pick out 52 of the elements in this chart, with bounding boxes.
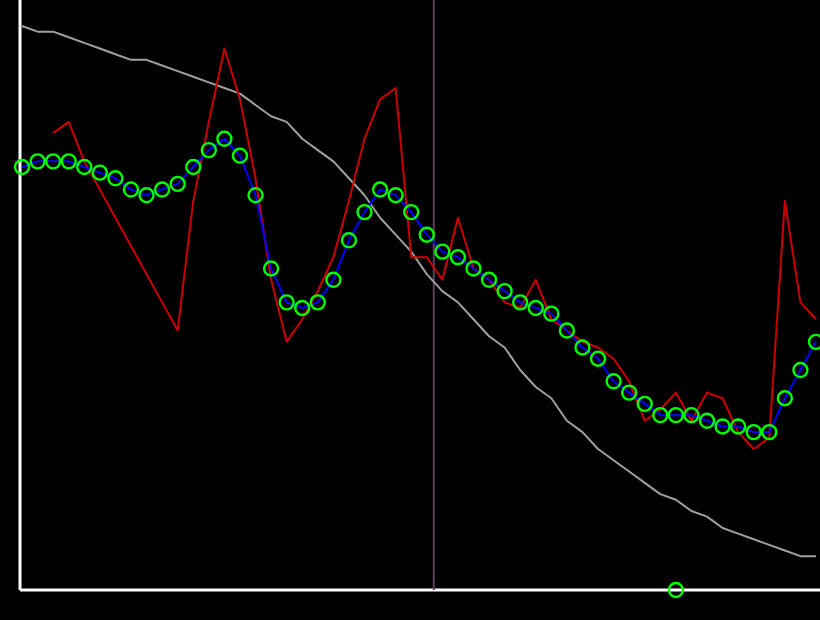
point	[729, 418, 747, 435]
point	[667, 581, 685, 599]
point	[247, 187, 264, 204]
point	[527, 299, 544, 317]
point	[496, 282, 513, 300]
point	[574, 339, 591, 356]
point	[745, 423, 762, 441]
point	[512, 294, 529, 311]
point	[44, 153, 62, 170]
point	[418, 226, 435, 243]
point	[792, 361, 809, 379]
point	[356, 203, 373, 221]
point	[76, 158, 93, 176]
point	[29, 153, 46, 170]
point	[138, 187, 155, 204]
point	[636, 395, 653, 413]
point	[465, 260, 482, 277]
point	[558, 322, 576, 339]
point	[683, 406, 700, 424]
point	[403, 203, 420, 221]
point	[620, 384, 638, 401]
point	[309, 294, 326, 311]
point	[714, 418, 731, 435]
point	[278, 294, 295, 311]
point	[262, 260, 280, 277]
point	[480, 271, 498, 288]
point	[449, 249, 467, 266]
point	[652, 406, 669, 424]
point	[434, 243, 451, 260]
point	[185, 158, 202, 176]
point	[169, 175, 186, 193]
point	[371, 181, 389, 198]
point	[13, 158, 31, 176]
point	[589, 350, 607, 367]
point	[231, 147, 249, 164]
point	[776, 390, 794, 407]
point	[107, 170, 124, 187]
point	[543, 305, 560, 322]
point	[91, 164, 109, 181]
point	[294, 299, 311, 317]
point	[605, 373, 622, 390]
point	[698, 412, 716, 429]
point	[122, 181, 140, 198]
point	[340, 232, 358, 249]
point	[153, 181, 171, 198]
point	[200, 141, 218, 159]
point	[60, 153, 77, 170]
point	[761, 423, 778, 441]
point	[216, 130, 233, 147]
point	[325, 271, 342, 288]
point	[667, 406, 685, 424]
point	[387, 187, 404, 204]
